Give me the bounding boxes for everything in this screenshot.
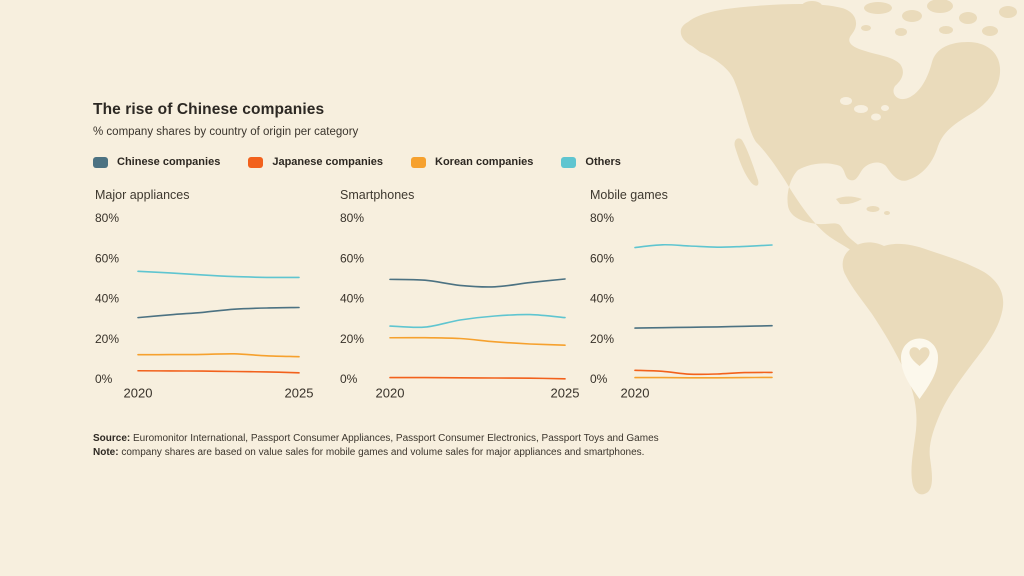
series-line-chinese-companies	[634, 324, 773, 329]
note-label: Note:	[93, 447, 119, 458]
legend-item: Others	[561, 156, 621, 168]
page-subtitle: % company shares by country of origin pe…	[93, 126, 359, 138]
legend-item: Korean companies	[411, 156, 533, 168]
caribbean-islands	[836, 196, 890, 215]
y-axis-tick-label: 40%	[95, 292, 119, 306]
y-axis-tick-label: 0%	[95, 372, 113, 386]
series-line-korean-companies	[389, 336, 566, 346]
series-line-chinese-companies	[389, 278, 566, 288]
y-axis-tick-label: 40%	[340, 292, 364, 306]
footer: Source: Euromonitor International, Passp…	[93, 432, 659, 460]
series-line-others	[634, 243, 773, 249]
legend-swatch-icon	[93, 156, 108, 168]
y-axis-tick-label: 40%	[590, 292, 614, 306]
legend-item: Japanese companies	[248, 156, 383, 168]
legend-swatch-icon	[248, 156, 264, 168]
y-axis-tick-label: 0%	[340, 372, 358, 386]
chart-panel-title: Major appliances	[95, 188, 190, 202]
y-axis-tick-label: 20%	[340, 332, 364, 346]
line-chart: 80% 60% 40% 20% 0% 2020 2025	[340, 211, 580, 400]
y-axis-tick-label: 80%	[340, 211, 364, 225]
y-axis-tick-label: 0%	[590, 372, 608, 386]
great-lakes	[840, 97, 889, 121]
legend-label: Others	[585, 156, 621, 168]
x-axis-tick-label: 2020	[124, 385, 153, 400]
chart-panel: Major appliances 80% 60% 40% 20% 0% 2020 2025	[93, 188, 333, 407]
arctic-islands	[802, 0, 1017, 36]
series-line-korean-companies	[137, 352, 300, 358]
chart-panel-title: Smartphones	[340, 188, 415, 202]
chart-panel-title: Mobile games	[590, 188, 668, 202]
y-axis-tick-label: 20%	[95, 332, 119, 346]
x-axis-tick-label: 2020	[621, 385, 650, 400]
y-axis-tick-label: 80%	[590, 211, 614, 225]
legend-item: Chinese companies	[93, 156, 220, 168]
legend-label: Chinese companies	[117, 156, 221, 168]
page-title: The rise of Chinese companies	[93, 101, 325, 118]
heart-location-pin-icon	[901, 338, 938, 399]
x-axis-tick-label: 2020	[376, 385, 405, 400]
chart-panel: Smartphones 80% 60% 40% 20% 0% 2020 2025	[338, 188, 580, 407]
series-line-chinese-companies	[137, 306, 300, 319]
note-line: Note: company shares are based on value …	[93, 446, 659, 460]
y-axis-tick-label: 20%	[590, 332, 614, 346]
series-line-others	[389, 313, 566, 329]
y-axis-tick-label: 60%	[340, 251, 364, 265]
series-line-japanese-companies	[137, 369, 300, 374]
chart-panel: Mobile games 80% 60% 40% 20% 0% 2020	[588, 188, 828, 407]
north-america-silhouette	[680, 3, 1001, 266]
heart-icon	[909, 347, 930, 366]
legend: Chinese companies Japanese companies Korea…	[93, 156, 649, 168]
y-axis-tick-label: 80%	[95, 211, 119, 225]
chart-header: The rise of Chinese companies % company …	[93, 101, 358, 138]
source-text: Euromonitor International, Passport Cons…	[133, 433, 659, 444]
source-label: Source:	[93, 433, 131, 444]
series-line-japanese-companies	[634, 369, 773, 376]
x-axis-tick-label: 2025	[551, 385, 580, 400]
legend-swatch-icon	[561, 156, 577, 168]
line-chart: 80% 60% 40% 20% 0% 2020 2025	[95, 211, 314, 400]
y-axis-tick-label: 60%	[590, 251, 614, 265]
baja-peninsula	[734, 138, 759, 186]
y-axis-tick-label: 60%	[95, 251, 119, 265]
note-text: company shares are based on value sales …	[121, 447, 645, 458]
legend-swatch-icon	[411, 156, 426, 168]
source-line: Source: Euromonitor International, Passp…	[93, 432, 659, 446]
series-line-japanese-companies	[389, 376, 566, 380]
legend-label: Japanese companies	[272, 156, 383, 168]
line-chart: 80% 60% 40% 20% 0% 2020	[590, 211, 773, 400]
series-line-others	[137, 270, 300, 279]
legend-label: Korean companies	[435, 156, 534, 168]
x-axis-tick-label: 2025	[285, 385, 314, 400]
